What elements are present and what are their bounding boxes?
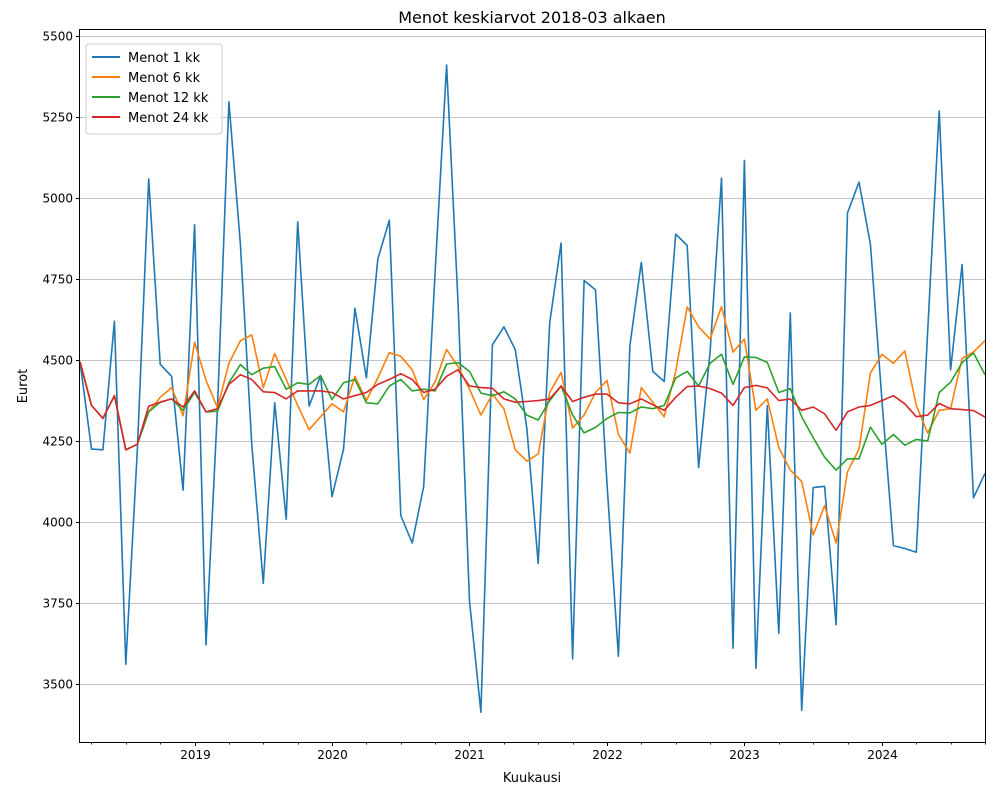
series-line-4 <box>79 361 986 451</box>
x-tick-label: 2020 <box>317 748 348 762</box>
x-tick-label: 2019 <box>180 748 211 762</box>
legend: Menot 1 kk Menot 6 kk Menot 12 kk Menot 24 … <box>85 43 223 135</box>
series-lines <box>79 64 986 714</box>
y-axis: 3500 3750 4000 4250 4500 4750 5000 5250 5500 <box>42 30 80 692</box>
y-tick-label: 3750 <box>42 597 73 611</box>
y-tick-label: 3500 <box>42 678 73 692</box>
plot-frame <box>79 29 986 743</box>
y-tick-label: 4500 <box>42 354 73 368</box>
x-tick-label: 2024 <box>867 748 898 762</box>
legend-label-1: Menot 1 kk <box>128 51 201 66</box>
y-axis-title: Eurot <box>16 369 31 404</box>
x-axis: 2019 2020 2021 2022 2023 2024 <box>91 742 986 762</box>
series-line-2 <box>79 305 986 544</box>
y-tick-label: 4250 <box>42 435 73 449</box>
legend-label-3: Menot 12 kk <box>128 91 209 106</box>
legend-label-4: Menot 24 kk <box>128 111 209 126</box>
y-tick-label: 5500 <box>42 30 73 44</box>
y-tick-label: 5000 <box>42 192 73 206</box>
x-tick-label: 2021 <box>454 748 485 762</box>
legend-label-2: Menot 6 kk <box>128 71 201 86</box>
series-line-1 <box>79 64 986 714</box>
y-tick-label: 4000 <box>42 516 73 530</box>
x-tick-label: 2023 <box>729 748 760 762</box>
y-tick-label: 5250 <box>42 111 73 125</box>
x-tick-label: 2022 <box>592 748 623 762</box>
x-axis-title: Kuukausi <box>503 771 561 786</box>
legend-box <box>85 43 223 135</box>
series-line-3 <box>79 352 986 471</box>
chart-title: Menot keskiarvot 2018-03 alkaen <box>398 8 665 27</box>
y-tick-label: 4750 <box>42 273 73 287</box>
